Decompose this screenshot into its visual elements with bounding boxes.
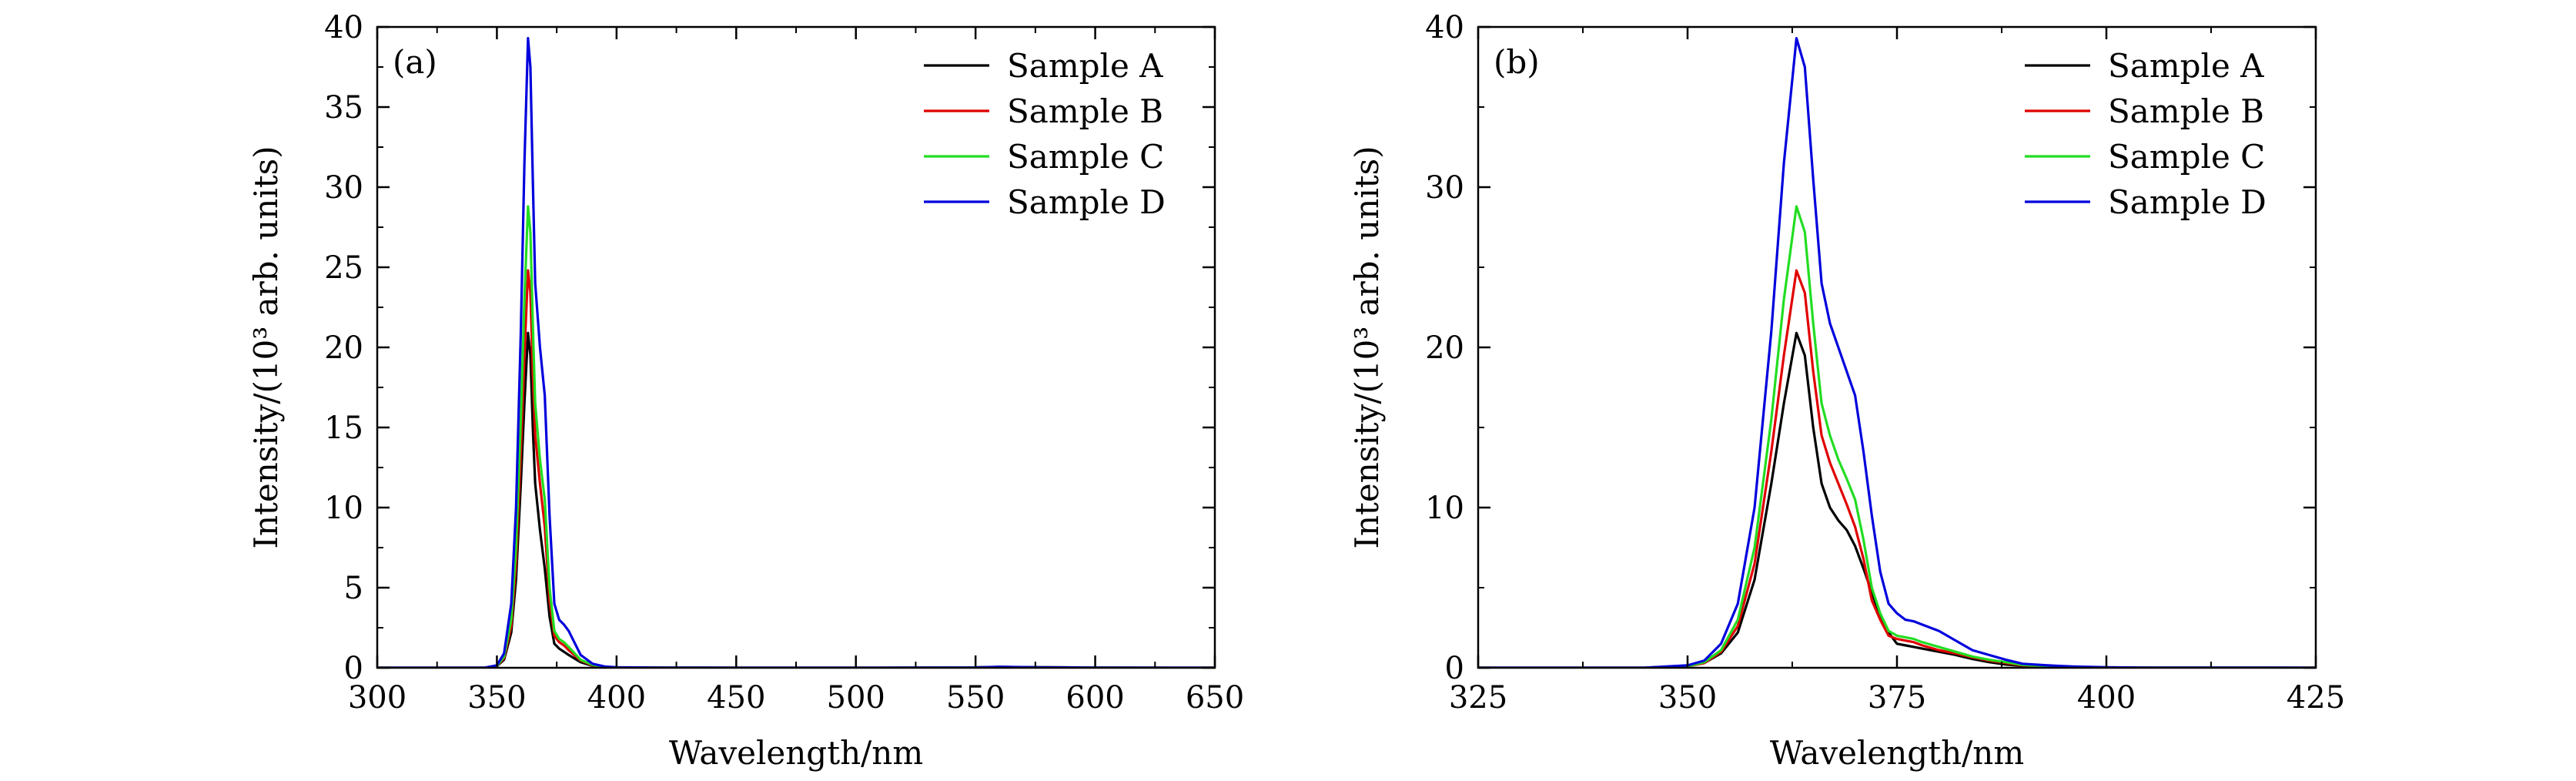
panel-b-legend-label: Sample D xyxy=(2108,183,2267,221)
panel-b-y-tick-label: 40 xyxy=(1425,10,1464,45)
panel-a-y-tick-label: 5 xyxy=(344,571,363,606)
panel-a-legend-label: Sample C xyxy=(1007,138,1164,176)
panel-b-y-tick-label: 10 xyxy=(1425,491,1464,526)
panel-b-series-line-d xyxy=(1478,36,2316,668)
panel-b-legend-label: Sample B xyxy=(2108,92,2264,130)
panel-a-legend-label: Sample B xyxy=(1007,92,1163,130)
panel-a-y-axis-title: Intensity/(10³ arb. units) xyxy=(247,146,285,548)
panel-a-x-tick-label: 550 xyxy=(946,680,1005,716)
panel-b-legend-label: Sample A xyxy=(2108,47,2264,85)
panel-a-series-line-b xyxy=(377,269,1215,668)
panel-a-legend: Sample A Sample B Sample C Sample D xyxy=(924,47,1166,221)
panel-b-x-tick-label: 325 xyxy=(1449,680,1507,716)
panel-b-series-line-c xyxy=(1478,205,2316,668)
panel-b-series-line-a xyxy=(1478,331,2316,668)
panel-a-y-tick-label: 10 xyxy=(324,491,363,526)
panel-a-legend-label: Sample A xyxy=(1007,47,1163,85)
panel-a-y-tick-label: 20 xyxy=(324,330,363,366)
panel-a-y-tick-label: 25 xyxy=(324,250,363,286)
panel-a-series-group xyxy=(377,36,1215,668)
panel-b: 325 350 375 400 425 0 10 20 30 40 Wavelength/nm Int… xyxy=(1348,10,2345,772)
panel-b-legend: Sample A Sample B Sample C Sample D xyxy=(2025,47,2267,221)
panel-a-series-line-a xyxy=(377,331,1215,668)
panel-a-y-tick-label: 15 xyxy=(324,411,363,446)
panel-a-y-tick-label: 30 xyxy=(324,170,363,206)
panel-b-y-tick-label: 30 xyxy=(1425,170,1464,206)
panel-b-x-tick-label: 350 xyxy=(1658,680,1717,716)
panel-b-y-tick-label: 20 xyxy=(1425,330,1464,366)
panel-b-x-axis-title: Wavelength/nm xyxy=(1770,734,2024,772)
panel-b-x-tick-label: 375 xyxy=(1868,680,1926,716)
panel-a-y-tick-label: 35 xyxy=(324,90,363,126)
panel-a-x-tick-label: 350 xyxy=(467,680,526,716)
panel-a-x-tick-label: 500 xyxy=(827,680,885,716)
panel-a-x-tick-label: 450 xyxy=(707,680,765,716)
panel-a-y-tick-label: 40 xyxy=(324,10,363,45)
panel-a-series-line-d xyxy=(377,36,1215,668)
panel-b-series-group xyxy=(1478,36,2316,668)
panel-a-x-axis-title: Wavelength/nm xyxy=(669,734,923,772)
panel-b-series-line-b xyxy=(1478,269,2316,668)
panel-a-x-tick-label: 600 xyxy=(1066,680,1124,716)
panel-b-x-tick-label: 425 xyxy=(2287,680,2345,716)
panel-a-series-line-c xyxy=(377,205,1215,668)
panel-a-x-tick-label: 650 xyxy=(1186,680,1244,716)
panel-b-y-tick-label: 0 xyxy=(1445,651,1464,686)
panel-a-x-tick-label: 400 xyxy=(587,680,646,716)
panel-a: 300 350 400 450 500 550 600 650 0 5 10 15 20 25 30 35 40… xyxy=(247,10,1244,772)
panel-b-legend-label: Sample C xyxy=(2108,138,2265,176)
panel-b-y-axis-title: Intensity/(10³ arb. units) xyxy=(1348,146,1386,548)
panel-a-legend-label: Sample D xyxy=(1007,183,1166,221)
panel-b-x-tick-label: 400 xyxy=(2077,680,2136,716)
panel-a-panel-label: (a) xyxy=(393,43,437,81)
panel-b-panel-label: (b) xyxy=(1494,43,1540,81)
panel-a-y-tick-label: 0 xyxy=(344,651,363,686)
panel-a-x-tick-label: 300 xyxy=(348,680,406,716)
